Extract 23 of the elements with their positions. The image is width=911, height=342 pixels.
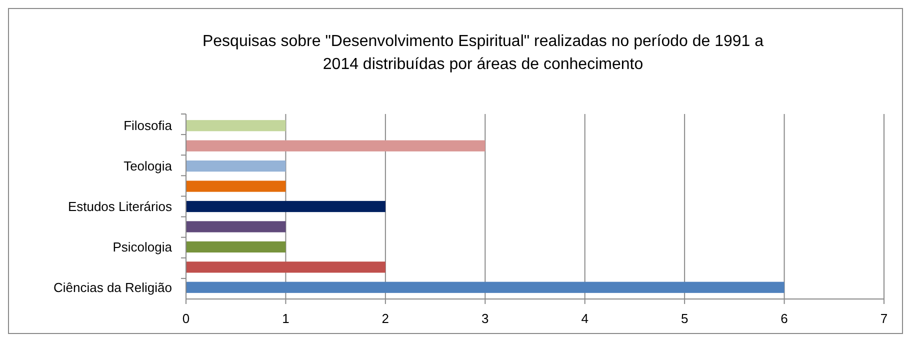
x-tick-label: 1: [282, 311, 290, 326]
bar: [186, 180, 286, 192]
bar: [186, 140, 486, 152]
y-tick-label: Teologia: [124, 158, 173, 174]
x-tick-label: 6: [780, 311, 788, 326]
y-tick-label: Filosofia: [124, 118, 173, 134]
x-tick-label: 4: [581, 311, 588, 326]
x-tick-label: 3: [482, 311, 489, 326]
x-tick-label: 7: [880, 311, 888, 326]
y-tick-label: Ciências da Religião: [53, 280, 172, 295]
x-tick-label: 0: [182, 311, 190, 326]
y-tick-label: Estudos Literários: [68, 199, 172, 214]
bar: [186, 160, 286, 172]
x-tick-label: 5: [680, 311, 688, 326]
bar: [186, 200, 386, 212]
bar: [186, 241, 286, 252]
bar: [186, 282, 784, 293]
bar: [186, 120, 286, 132]
y-tick-label: Psicologia: [112, 239, 173, 254]
bar: [186, 262, 386, 273]
chart-title: Pesquisas sobre "Desenvolvimento Espiritual" realizadas no período de 1991 a 2014 distribuídas por áreas de conhecimento: [202, 33, 764, 73]
bar: [186, 221, 286, 232]
x-tick-label: 2: [382, 311, 390, 326]
